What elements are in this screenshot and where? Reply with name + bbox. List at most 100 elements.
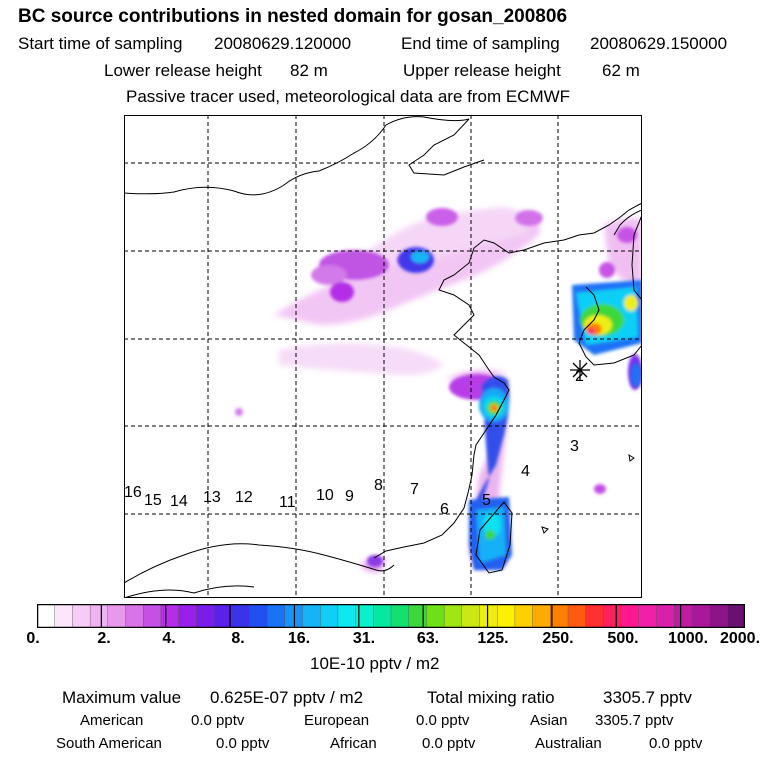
coast-south-china bbox=[124, 543, 395, 584]
coast-bohai bbox=[438, 239, 565, 378]
colorbar-cell bbox=[302, 604, 321, 628]
region-value: 3305.7 pptv bbox=[595, 712, 674, 729]
border-south bbox=[124, 585, 255, 598]
colorbar-tick-label: 4. bbox=[162, 630, 176, 647]
colorbar-cell bbox=[125, 604, 144, 628]
trajectory-label: 12 bbox=[235, 489, 253, 506]
trajectory-label: 4 bbox=[521, 463, 530, 480]
coastlines bbox=[124, 116, 642, 598]
trajectory-label: 3 bbox=[570, 438, 579, 455]
colorbar-tick-label: 500. bbox=[607, 630, 639, 647]
colorbar-cell bbox=[408, 604, 427, 628]
trajectory-label: 15 bbox=[144, 492, 162, 509]
colorbar-cell bbox=[620, 604, 640, 628]
colorbar-cell bbox=[284, 604, 304, 628]
coast-taiwan bbox=[475, 501, 513, 574]
region-name: Asian bbox=[530, 712, 568, 729]
total-mixing-label: Total mixing ratio bbox=[427, 688, 555, 707]
colorbar-cell bbox=[337, 604, 357, 628]
receptor-star-icon bbox=[570, 360, 590, 380]
tracer-note: Passive tracer used, meteorological data… bbox=[126, 87, 571, 106]
region-value: 0.0 pptv bbox=[649, 735, 703, 752]
colorbar-cell bbox=[674, 604, 693, 628]
colorbar-cell bbox=[231, 604, 250, 628]
region-name: American bbox=[80, 712, 144, 729]
map-frame bbox=[124, 115, 642, 598]
region-name: European bbox=[304, 712, 370, 729]
trajectory-label: 11 bbox=[279, 494, 296, 511]
colorbar-cell bbox=[266, 604, 286, 628]
trajectory-label: 8 bbox=[374, 477, 383, 494]
colorbar-cell bbox=[390, 604, 410, 628]
colorbar-cell bbox=[497, 604, 516, 628]
colorbar-cell bbox=[373, 604, 392, 628]
end-time-label: End time of sampling bbox=[401, 34, 560, 53]
coast-russia bbox=[613, 209, 642, 236]
lower-release-value: 82 m bbox=[290, 61, 328, 80]
colorbar-cell bbox=[196, 604, 215, 628]
region-name: African bbox=[330, 735, 377, 752]
colorbar-cell bbox=[54, 604, 73, 628]
colorbar-cell bbox=[142, 604, 162, 628]
trajectory-label: 5 bbox=[482, 492, 491, 509]
graticule bbox=[124, 115, 642, 598]
lower-release-label: Lower release height bbox=[104, 61, 262, 80]
colorbar-tick-label: 31. bbox=[352, 630, 376, 647]
colorbar-tick-label: 2000. bbox=[719, 630, 761, 647]
colorbar-cell bbox=[550, 604, 569, 628]
trajectory-label: 13 bbox=[203, 489, 221, 506]
colorbar-cell bbox=[603, 604, 622, 628]
colorbar-tick-label: 0. bbox=[26, 630, 40, 647]
small-islands bbox=[541, 454, 635, 534]
colorbar-tick-label: 63. bbox=[416, 630, 440, 647]
plot-title: BC source contributions in nested domain… bbox=[18, 6, 568, 27]
coast-korea bbox=[578, 286, 642, 366]
concentration-field bbox=[235, 207, 642, 573]
colorbar-cell bbox=[160, 604, 180, 628]
colorbar-cell bbox=[479, 604, 498, 628]
trajectory-label: 16 bbox=[124, 484, 142, 501]
region-value: 0.0 pptv bbox=[416, 712, 470, 729]
colorbar-cell bbox=[72, 604, 91, 628]
colorbar-cell bbox=[638, 604, 657, 628]
colorbar-tick-label: 250. bbox=[542, 630, 574, 647]
colorbar-cell bbox=[656, 604, 675, 628]
trajectory-label: 9 bbox=[345, 488, 354, 505]
region-name: Australian bbox=[535, 735, 602, 752]
colorbar-cell bbox=[178, 604, 197, 628]
region-value: 0.0 pptv bbox=[422, 735, 476, 752]
start-time-label: Start time of sampling bbox=[18, 34, 183, 53]
colorbar-cell bbox=[426, 604, 445, 628]
border-north-korea bbox=[563, 202, 642, 241]
colorbar-tick-label: 1000. bbox=[667, 630, 709, 647]
colorbar-cell bbox=[107, 604, 127, 628]
coast-east-china bbox=[373, 376, 510, 559]
high-concentration-plume bbox=[398, 247, 642, 570]
colorbar-cell bbox=[532, 604, 551, 628]
colorbar-tick-label: 125. bbox=[477, 630, 509, 647]
total-mixing-value: 3305.7 pptv bbox=[603, 688, 692, 707]
colorbar-cell bbox=[709, 604, 728, 628]
trajectory-label: 2 bbox=[575, 368, 584, 385]
start-time-value: 20080629.120000 bbox=[214, 34, 352, 53]
colorbar-cell bbox=[461, 604, 480, 628]
colorbar-cell bbox=[37, 604, 56, 628]
colorbar bbox=[37, 604, 745, 628]
colorbar-cells bbox=[37, 604, 745, 628]
colorbar-cell bbox=[89, 604, 109, 628]
colorbar-cell bbox=[320, 604, 339, 628]
region-name: South American bbox=[56, 735, 162, 752]
colorbar-tick-label: 16. bbox=[287, 630, 311, 647]
colorbar-tick-label: 2. bbox=[97, 630, 111, 647]
colorbar-cell bbox=[443, 604, 463, 628]
colorbar-cell bbox=[213, 604, 233, 628]
colorbar-cell bbox=[249, 604, 268, 628]
source-contribution-map: 16 15 14 13 12 11 10 9 8 7 6 5 4 3 2 bbox=[124, 115, 642, 598]
trajectory-label: 7 bbox=[410, 481, 419, 498]
trajectory-label: 6 bbox=[440, 501, 449, 518]
colorbar-major-ticks bbox=[100, 604, 682, 628]
region-value: 0.0 pptv bbox=[216, 735, 270, 752]
colorbar-cell bbox=[585, 604, 604, 628]
colorbar-cell bbox=[567, 604, 587, 628]
upper-release-label: Upper release height bbox=[403, 61, 561, 80]
